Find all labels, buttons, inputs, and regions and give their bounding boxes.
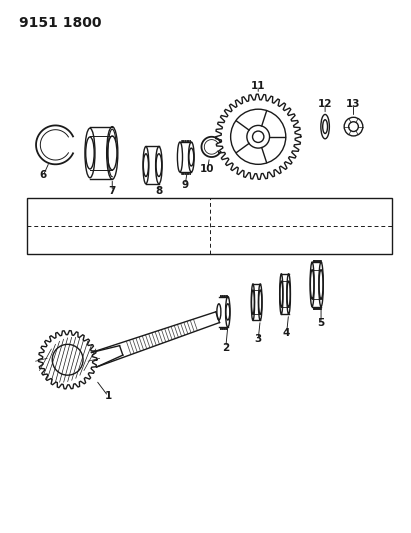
Bar <box>27 198 392 254</box>
Text: 10: 10 <box>200 164 215 174</box>
Text: 6: 6 <box>40 170 47 180</box>
Text: 3: 3 <box>254 335 262 344</box>
Text: 9: 9 <box>182 180 189 190</box>
Text: 11: 11 <box>251 81 266 91</box>
Text: 13: 13 <box>346 99 361 109</box>
Text: 4: 4 <box>283 328 290 338</box>
Text: 9151 1800: 9151 1800 <box>19 17 102 30</box>
Text: 2: 2 <box>222 343 229 353</box>
Text: 12: 12 <box>318 99 332 109</box>
Text: 5: 5 <box>317 318 325 328</box>
Text: 8: 8 <box>155 187 162 197</box>
Text: 1: 1 <box>104 391 112 401</box>
Text: 7: 7 <box>109 187 116 197</box>
